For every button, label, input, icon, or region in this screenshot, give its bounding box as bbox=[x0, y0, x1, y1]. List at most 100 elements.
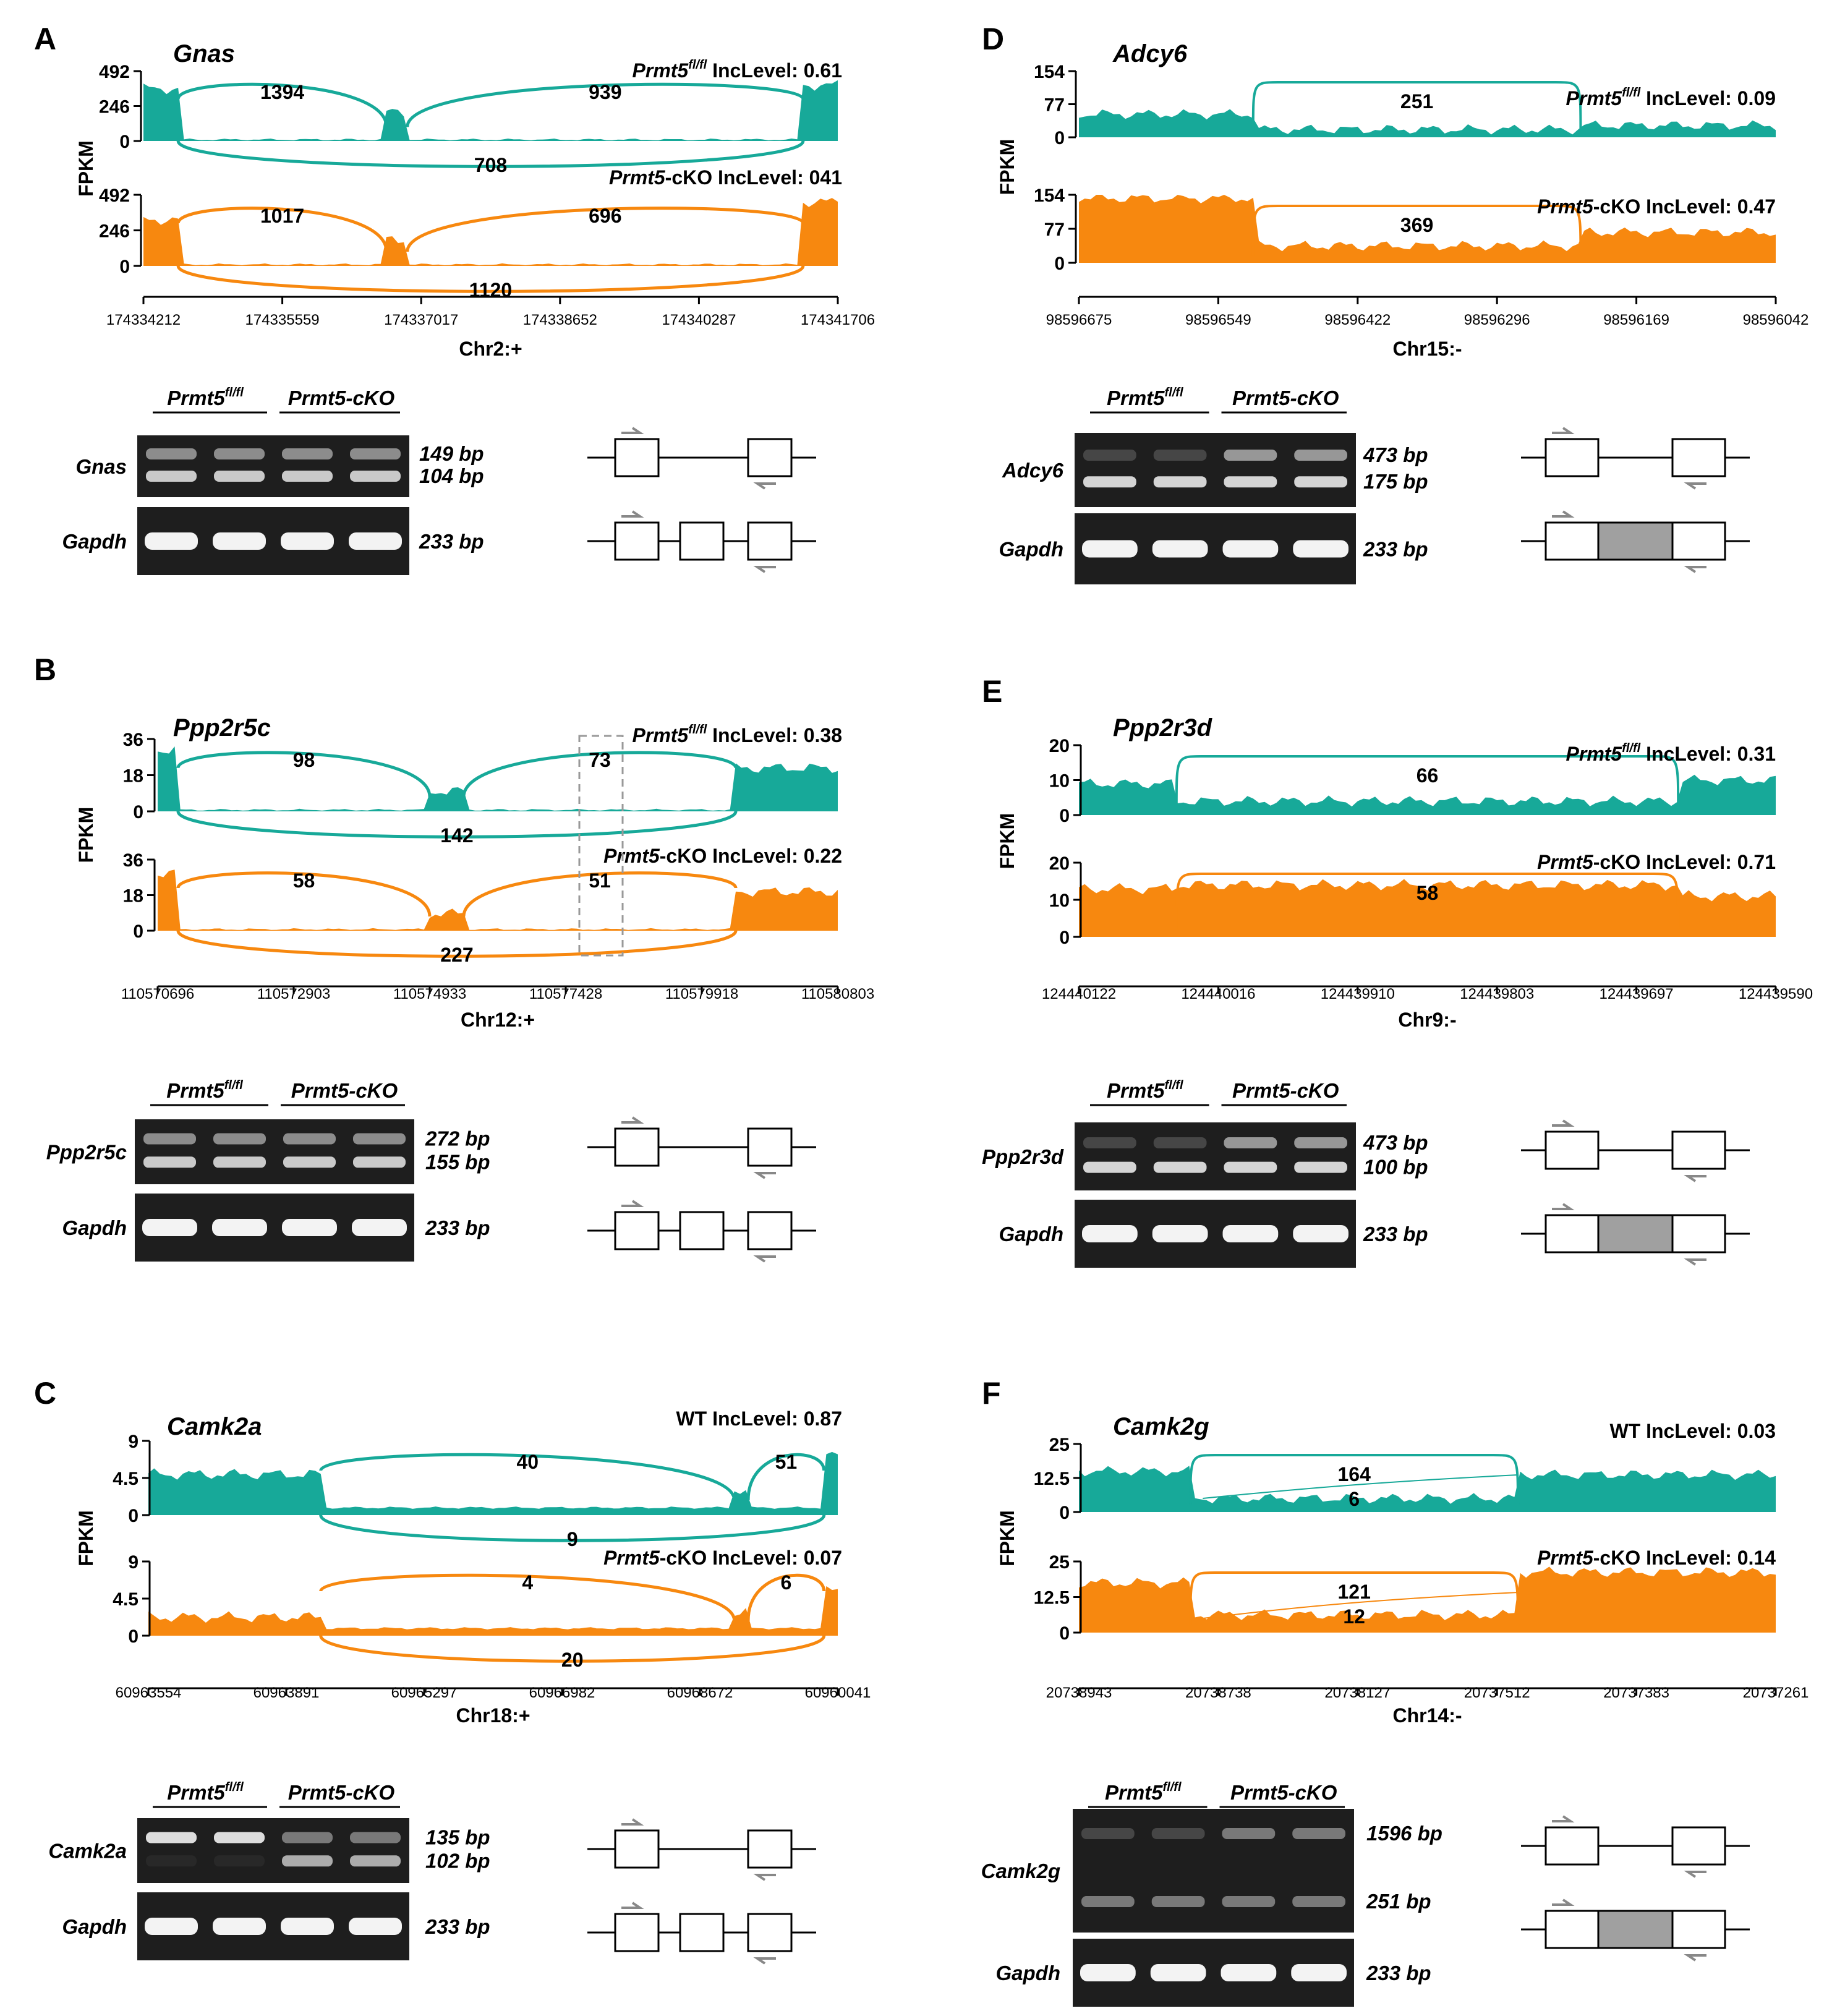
band-size-label: 233 bp bbox=[425, 1216, 490, 1239]
primer-arrow-icon bbox=[753, 482, 776, 490]
x-tick-label: 98596422 bbox=[1324, 312, 1391, 328]
primer-arrow-icon bbox=[753, 1874, 776, 1881]
inc-level-label-wt: Prmt5fl/fl IncLevel: 0.31 bbox=[1566, 741, 1776, 765]
exon-box bbox=[614, 1211, 660, 1250]
gel-band bbox=[1222, 1828, 1276, 1839]
inc-genotype: Prmt5 bbox=[609, 166, 666, 189]
x-tick-label: 98596675 bbox=[1046, 312, 1112, 328]
x-tick-label: 60968672 bbox=[667, 1685, 733, 1701]
gel-header-wt-main: Prmt5 bbox=[167, 1781, 225, 1804]
inc-level-label-wt: WT IncLevel: 0.87 bbox=[676, 1407, 842, 1430]
primer-arrow-icon bbox=[1684, 1175, 1706, 1182]
gel-band bbox=[1083, 1137, 1136, 1148]
x-tick-label: 60966982 bbox=[529, 1685, 595, 1701]
x-tick-label: 60965297 bbox=[391, 1685, 458, 1701]
gel-header-wt: Prmt5fl/fl bbox=[167, 386, 244, 409]
gel-band bbox=[350, 471, 401, 482]
gel-band bbox=[282, 1219, 337, 1236]
x-tick-label: 98596042 bbox=[1743, 312, 1809, 328]
y-tick-label-ko: 10 bbox=[1049, 891, 1070, 911]
x-tick-label: 110570696 bbox=[121, 986, 194, 1002]
band-size-label: 149 bp bbox=[419, 442, 484, 465]
exon-box bbox=[679, 1913, 725, 1952]
junction-count-wt: 51 bbox=[775, 1451, 798, 1473]
x-tick-label: 174341706 bbox=[801, 312, 875, 328]
gel-band bbox=[213, 532, 266, 550]
gel-band bbox=[1083, 1161, 1136, 1173]
primer-arrow-icon bbox=[1684, 1258, 1706, 1266]
exon-box bbox=[1544, 1130, 1600, 1170]
junction-count-ko: 58 bbox=[1417, 882, 1439, 904]
x-tick-label: 110577428 bbox=[529, 986, 602, 1002]
inc-level-label-ko: Prmt5-cKO IncLevel: 0.07 bbox=[603, 1547, 842, 1569]
inc-genotype-sup: fl/fl bbox=[688, 58, 707, 72]
band-size-label: 473 bp bbox=[1363, 1131, 1428, 1154]
primer-arrow-icon bbox=[1552, 1815, 1575, 1822]
y-tick-label-wt: 492 bbox=[99, 62, 130, 82]
gel-header-wt-main: Prmt5 bbox=[166, 1079, 224, 1102]
x-tick-label: 110579918 bbox=[665, 986, 738, 1002]
exon-box bbox=[614, 1913, 660, 1952]
junction-arc-wt bbox=[406, 82, 805, 127]
inc-level-label-ko: Prmt5-cKO IncLevel: 0.47 bbox=[1537, 195, 1776, 218]
x-tick-label: 20737512 bbox=[1464, 1685, 1530, 1701]
y-tick-label-wt: 18 bbox=[123, 766, 143, 787]
chromosome-label: Chr2:+ bbox=[459, 338, 522, 360]
y-tick-label-ko: 0 bbox=[128, 1626, 138, 1647]
junction-arc-wt bbox=[176, 82, 388, 127]
gel-band bbox=[145, 1918, 198, 1935]
y-axis-label: FPKM bbox=[996, 813, 1018, 869]
primer-arrow-icon bbox=[1684, 566, 1706, 573]
gel-header-ko: Prmt5-cKO bbox=[288, 1781, 395, 1804]
inc-genotype: Prmt5 bbox=[1537, 1547, 1594, 1569]
junction-count-ko: 12 bbox=[1343, 1605, 1365, 1628]
primer-arrow-icon bbox=[1684, 482, 1706, 490]
junction-count-wt: 708 bbox=[474, 154, 507, 176]
exon-box bbox=[1544, 438, 1600, 477]
gel-band bbox=[143, 1156, 196, 1168]
gel-header-wt-sup: fl/fl bbox=[1163, 1780, 1182, 1794]
x-tick-label: 20738943 bbox=[1046, 1685, 1112, 1701]
y-tick-label-ko: 12.5 bbox=[1034, 1588, 1070, 1608]
gel-band bbox=[1083, 450, 1136, 461]
gel-header-wt-main: Prmt5 bbox=[1107, 1079, 1165, 1102]
junction-count-ko: 58 bbox=[293, 869, 315, 892]
gel-band bbox=[1222, 1896, 1276, 1907]
gene-title: Adcy6 bbox=[1112, 40, 1188, 67]
junction-arc-wt bbox=[462, 751, 738, 797]
gel-band bbox=[1221, 1964, 1277, 1981]
exon-box bbox=[614, 521, 660, 561]
gel-band bbox=[283, 1133, 336, 1145]
chromosome-label: Chr15:- bbox=[1392, 338, 1462, 360]
y-tick-label-wt: 36 bbox=[123, 730, 143, 750]
gel-band bbox=[1224, 1161, 1277, 1173]
y-tick-label-wt: 0 bbox=[133, 802, 143, 822]
gel-image-gene bbox=[137, 1818, 409, 1883]
gel-band bbox=[1151, 1896, 1205, 1907]
x-tick-label: 20737261 bbox=[1743, 1685, 1809, 1701]
y-axis-label: FPKM bbox=[75, 807, 97, 863]
y-tick-label-ko: 0 bbox=[1059, 1623, 1070, 1644]
junction-arc-ko bbox=[319, 1635, 826, 1663]
band-size-label: 251 bp bbox=[1366, 1890, 1431, 1913]
primer-arrow-icon bbox=[621, 427, 644, 434]
gel-band bbox=[353, 1133, 406, 1145]
exon-box bbox=[614, 438, 660, 477]
inc-level-label-ko: Prmt5-cKO IncLevel: 0.14 bbox=[1537, 1547, 1776, 1569]
gel-control-label: Gapdh bbox=[62, 1915, 127, 1938]
exon-box bbox=[747, 1127, 793, 1167]
primer-arrow-icon bbox=[621, 510, 644, 518]
gel-band bbox=[214, 471, 265, 482]
band-size-label: 233 bp bbox=[425, 1915, 490, 1938]
junction-arc-wt bbox=[176, 140, 805, 168]
primer-arrow-icon bbox=[621, 1116, 644, 1124]
y-tick-label-wt: 12.5 bbox=[1034, 1469, 1070, 1489]
inc-value: -cKO IncLevel: 041 bbox=[665, 166, 842, 189]
band-size-label: 233 bp bbox=[1363, 538, 1428, 561]
gel-band bbox=[1153, 476, 1207, 488]
gene-title: Camk2a bbox=[167, 1413, 262, 1440]
y-tick-label-ko: 492 bbox=[99, 186, 130, 206]
x-tick-label: 174338652 bbox=[523, 312, 597, 328]
